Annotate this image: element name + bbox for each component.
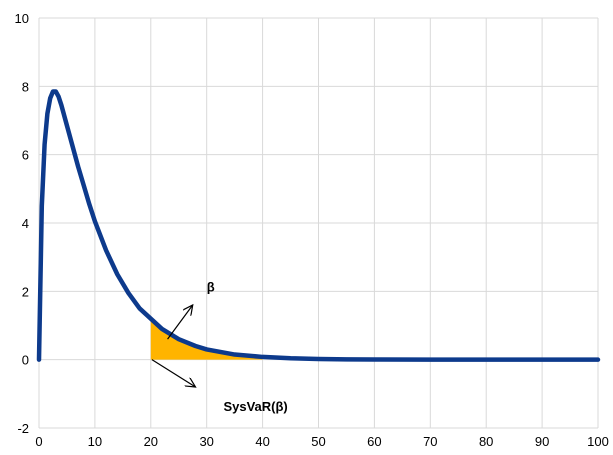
y-tick-label: 10 <box>15 11 29 26</box>
series-line <box>36 89 601 362</box>
annotation-label: β <box>207 279 215 294</box>
series-layer <box>36 89 601 362</box>
x-tick-label: 80 <box>479 434 493 449</box>
x-tick-label: 70 <box>423 434 437 449</box>
x-tick-label: 10 <box>88 434 102 449</box>
y-tick-label: 8 <box>22 79 29 94</box>
y-tick-label: 4 <box>22 216 29 231</box>
x-tick-label: 60 <box>367 434 381 449</box>
x-tick-label: 40 <box>255 434 269 449</box>
shaded-tail-area <box>150 318 263 360</box>
annotation-layer: β SysVaR(β) <box>151 279 288 414</box>
annotation-arrow <box>151 359 196 387</box>
annotation-label: SysVaR(β) <box>223 399 287 414</box>
x-tick-label: 100 <box>587 434 609 449</box>
y-tick-label: -2 <box>17 421 29 436</box>
x-tick-label: 50 <box>311 434 325 449</box>
x-tick-label: 30 <box>199 434 213 449</box>
annotation-arrow <box>167 305 193 340</box>
x-tick-label: 90 <box>535 434 549 449</box>
x-tick-label: 0 <box>35 434 42 449</box>
axis-layer: 0 10 20 30 40 50 60 70 80 90 100 -2 0 2 4 6 8 10 <box>15 11 609 449</box>
x-tick-label: 20 <box>144 434 158 449</box>
shaded-region-layer <box>150 318 263 360</box>
y-tick-label: 2 <box>22 284 29 299</box>
grid <box>38 17 599 429</box>
y-tick-label: 0 <box>22 353 29 368</box>
y-tick-label: 6 <box>22 148 29 163</box>
